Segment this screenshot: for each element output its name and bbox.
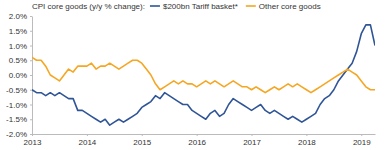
- y-tick-mark: [30, 46, 32, 47]
- y-tick-mark: [30, 134, 32, 135]
- y-tick: -1.5%: [6, 115, 32, 124]
- plot-area: [32, 25, 375, 125]
- x-tick-mark: [142, 134, 143, 136]
- series-line: [32, 57, 375, 92]
- y-tick: 1.5%: [9, 27, 32, 36]
- x-tick-label: 2014: [78, 138, 96, 147]
- y-tick: 0.5%: [9, 56, 32, 65]
- legend-swatch: [246, 5, 256, 7]
- y-tick-label: 1.5%: [9, 27, 27, 36]
- x-tick-label: 2013: [24, 138, 42, 147]
- y-tick: -0.5%: [6, 86, 32, 95]
- legend: CPI core goods (y/y % change): $200bn Tar…: [32, 2, 321, 11]
- x-tick-label: 2016: [188, 138, 206, 147]
- x-tick: 2019: [353, 134, 371, 147]
- y-axis-line: [32, 17, 33, 135]
- y-tick-mark: [30, 60, 32, 61]
- y-tick-label: 2.0%: [9, 12, 27, 21]
- x-tick: 2015: [133, 134, 151, 147]
- x-tick: 2018: [298, 134, 316, 147]
- x-tick-label: 2015: [133, 138, 151, 147]
- x-tick-mark: [306, 134, 307, 136]
- x-tick: 2013: [24, 134, 42, 147]
- x-axis: 2013 2014 2015 2016 2017 2018 2019: [24, 134, 376, 147]
- x-tick-mark: [87, 134, 88, 136]
- y-tick-mark: [30, 90, 32, 91]
- y-tick-label: -1.0%: [6, 101, 27, 110]
- x-tick-mark: [361, 134, 362, 136]
- y-tick-mark: [30, 105, 32, 106]
- chart: -2.0%-1.5%-1.0%-0.5%0.0%0.5%1.0%1.5%2.0%…: [0, 0, 385, 150]
- x-tick: 2016: [188, 134, 206, 147]
- x-tick-mark: [197, 134, 198, 136]
- legend-swatch: [150, 5, 160, 7]
- y-axis: -2.0%-1.5%-1.0%-0.5%0.0%0.5%1.0%1.5%2.0%: [6, 12, 32, 139]
- y-tick-mark: [30, 119, 32, 120]
- y-tick: 1.0%: [9, 42, 32, 51]
- y-tick-mark: [30, 16, 32, 17]
- x-tick: 2017: [243, 134, 261, 147]
- y-tick: 0.0%: [9, 71, 32, 80]
- y-tick-label: 0.0%: [9, 71, 27, 80]
- y-tick: -1.0%: [6, 101, 32, 110]
- y-tick-label: -0.5%: [6, 86, 27, 95]
- y-tick-mark: [30, 75, 32, 76]
- y-tick-label: -1.5%: [6, 115, 27, 124]
- x-tick-label: 2017: [243, 138, 261, 147]
- legend-label: Other core goods: [259, 2, 321, 11]
- y-tick-label: 0.5%: [9, 56, 27, 65]
- x-tick-mark: [32, 134, 33, 136]
- x-axis-line: [33, 134, 376, 135]
- x-tick-label: 2018: [298, 138, 316, 147]
- x-tick-mark: [252, 134, 253, 136]
- series-line: [32, 25, 375, 125]
- legend-label: $200bn Tariff basket*: [163, 2, 238, 11]
- y-tick-mark: [30, 31, 32, 32]
- y-tick: 2.0%: [9, 12, 32, 21]
- x-tick-label: 2019: [353, 138, 371, 147]
- title: CPI core goods (y/y % change):: [32, 2, 145, 11]
- x-tick: 2014: [78, 134, 96, 147]
- y-tick-label: 1.0%: [9, 42, 27, 51]
